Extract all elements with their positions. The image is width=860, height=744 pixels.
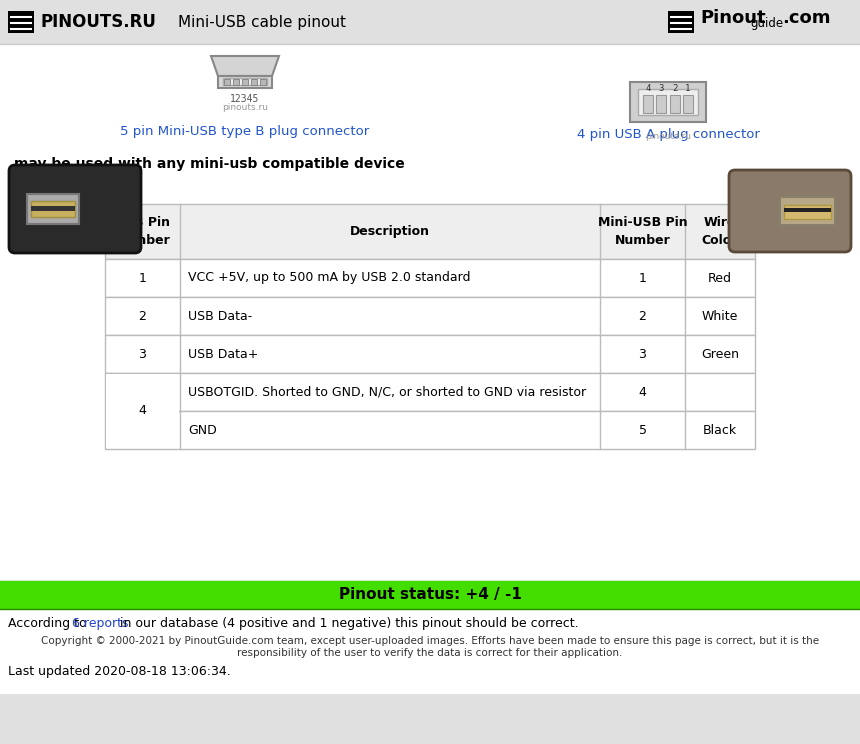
Text: .com: .com bbox=[782, 9, 831, 27]
Text: 4: 4 bbox=[645, 84, 651, 93]
Text: pinouts.ru: pinouts.ru bbox=[222, 103, 268, 112]
Text: 12345: 12345 bbox=[230, 94, 260, 104]
Text: GND: GND bbox=[188, 423, 217, 437]
Text: 1: 1 bbox=[639, 272, 647, 284]
FancyBboxPatch shape bbox=[729, 170, 851, 252]
Text: White: White bbox=[702, 310, 738, 322]
Text: Pinout: Pinout bbox=[700, 9, 765, 27]
Text: 4 pin USB A plug connector: 4 pin USB A plug connector bbox=[576, 128, 759, 141]
Text: 3: 3 bbox=[138, 347, 146, 361]
Text: pinouts.ru: pinouts.ru bbox=[645, 132, 691, 141]
Polygon shape bbox=[211, 56, 279, 76]
Bar bbox=[668, 11, 694, 33]
Bar bbox=[105, 335, 755, 373]
Bar bbox=[8, 11, 34, 33]
Text: Wire
Color: Wire Color bbox=[702, 217, 738, 246]
Text: 1: 1 bbox=[685, 84, 691, 93]
Bar bbox=[784, 205, 831, 219]
Text: 1: 1 bbox=[138, 272, 146, 284]
Bar bbox=[105, 204, 755, 259]
Text: USB Data-: USB Data- bbox=[188, 310, 252, 322]
Text: USB Pin
Number: USB Pin Number bbox=[114, 217, 170, 246]
Text: Mini-USB cable pinout: Mini-USB cable pinout bbox=[178, 14, 346, 30]
Text: 4: 4 bbox=[138, 405, 146, 417]
Bar bbox=[683, 95, 693, 113]
Text: 5 pin Mini-USB type B plug connector: 5 pin Mini-USB type B plug connector bbox=[120, 125, 370, 138]
Bar bbox=[670, 95, 679, 113]
Text: According to: According to bbox=[8, 617, 90, 629]
Bar bbox=[784, 208, 831, 212]
Bar bbox=[0, 0, 860, 44]
Text: 2: 2 bbox=[138, 310, 146, 322]
Text: Copyright © 2000-2021 by PinoutGuide.com team, except user-uploaded images. Effo: Copyright © 2000-2021 by PinoutGuide.com… bbox=[41, 636, 819, 646]
Text: PINOUTS.RU: PINOUTS.RU bbox=[40, 13, 156, 31]
Text: 6 reports: 6 reports bbox=[72, 617, 128, 629]
Bar bbox=[224, 79, 230, 85]
Text: Description: Description bbox=[350, 225, 430, 238]
Bar bbox=[780, 197, 835, 225]
Bar bbox=[630, 82, 706, 122]
Text: Mini-USB Pin
Number: Mini-USB Pin Number bbox=[598, 217, 687, 246]
Bar bbox=[105, 259, 755, 297]
Text: 2: 2 bbox=[639, 310, 647, 322]
Text: Green: Green bbox=[701, 347, 739, 361]
Bar bbox=[27, 194, 79, 224]
Bar bbox=[105, 297, 755, 335]
Bar bbox=[105, 373, 755, 411]
Text: Pinout status: +4 / -1: Pinout status: +4 / -1 bbox=[339, 588, 521, 603]
Bar bbox=[105, 411, 755, 449]
Text: VCC +5V, up to 500 mA by USB 2.0 standard: VCC +5V, up to 500 mA by USB 2.0 standar… bbox=[188, 272, 470, 284]
Bar bbox=[656, 95, 667, 113]
Text: in our database (4 positive and 1 negative) this pinout should be correct.: in our database (4 positive and 1 negati… bbox=[116, 617, 579, 629]
Text: responsibility of the user to verify the data is correct for their application.: responsibility of the user to verify the… bbox=[237, 648, 623, 658]
Bar bbox=[31, 201, 75, 217]
Text: may be used with any mini-usb compatible device: may be used with any mini-usb compatible… bbox=[14, 157, 405, 171]
FancyBboxPatch shape bbox=[9, 165, 141, 253]
Text: 5: 5 bbox=[638, 423, 647, 437]
Text: Red: Red bbox=[708, 272, 732, 284]
Bar bbox=[218, 76, 272, 88]
Bar bbox=[223, 78, 267, 85]
Text: 2: 2 bbox=[672, 84, 678, 93]
Bar bbox=[251, 79, 257, 85]
Text: USB Data+: USB Data+ bbox=[188, 347, 258, 361]
Text: 4: 4 bbox=[639, 385, 647, 399]
Text: 3: 3 bbox=[659, 84, 664, 93]
Text: 3: 3 bbox=[639, 347, 647, 361]
Bar bbox=[0, 44, 860, 694]
Text: Last updated 2020-08-18 13:06:34.: Last updated 2020-08-18 13:06:34. bbox=[8, 665, 230, 679]
Text: Black: Black bbox=[703, 423, 737, 437]
Bar bbox=[0, 581, 860, 609]
Bar bbox=[643, 95, 653, 113]
Text: USBOTGID. Shorted to GND, N/C, or shorted to GND via resistor: USBOTGID. Shorted to GND, N/C, or shorte… bbox=[188, 385, 587, 399]
Text: guide: guide bbox=[750, 18, 783, 31]
Bar bbox=[233, 79, 239, 85]
Bar bbox=[638, 89, 698, 115]
Bar bbox=[106, 374, 179, 448]
Bar bbox=[242, 79, 248, 85]
Bar bbox=[260, 79, 266, 85]
Bar bbox=[31, 206, 75, 211]
